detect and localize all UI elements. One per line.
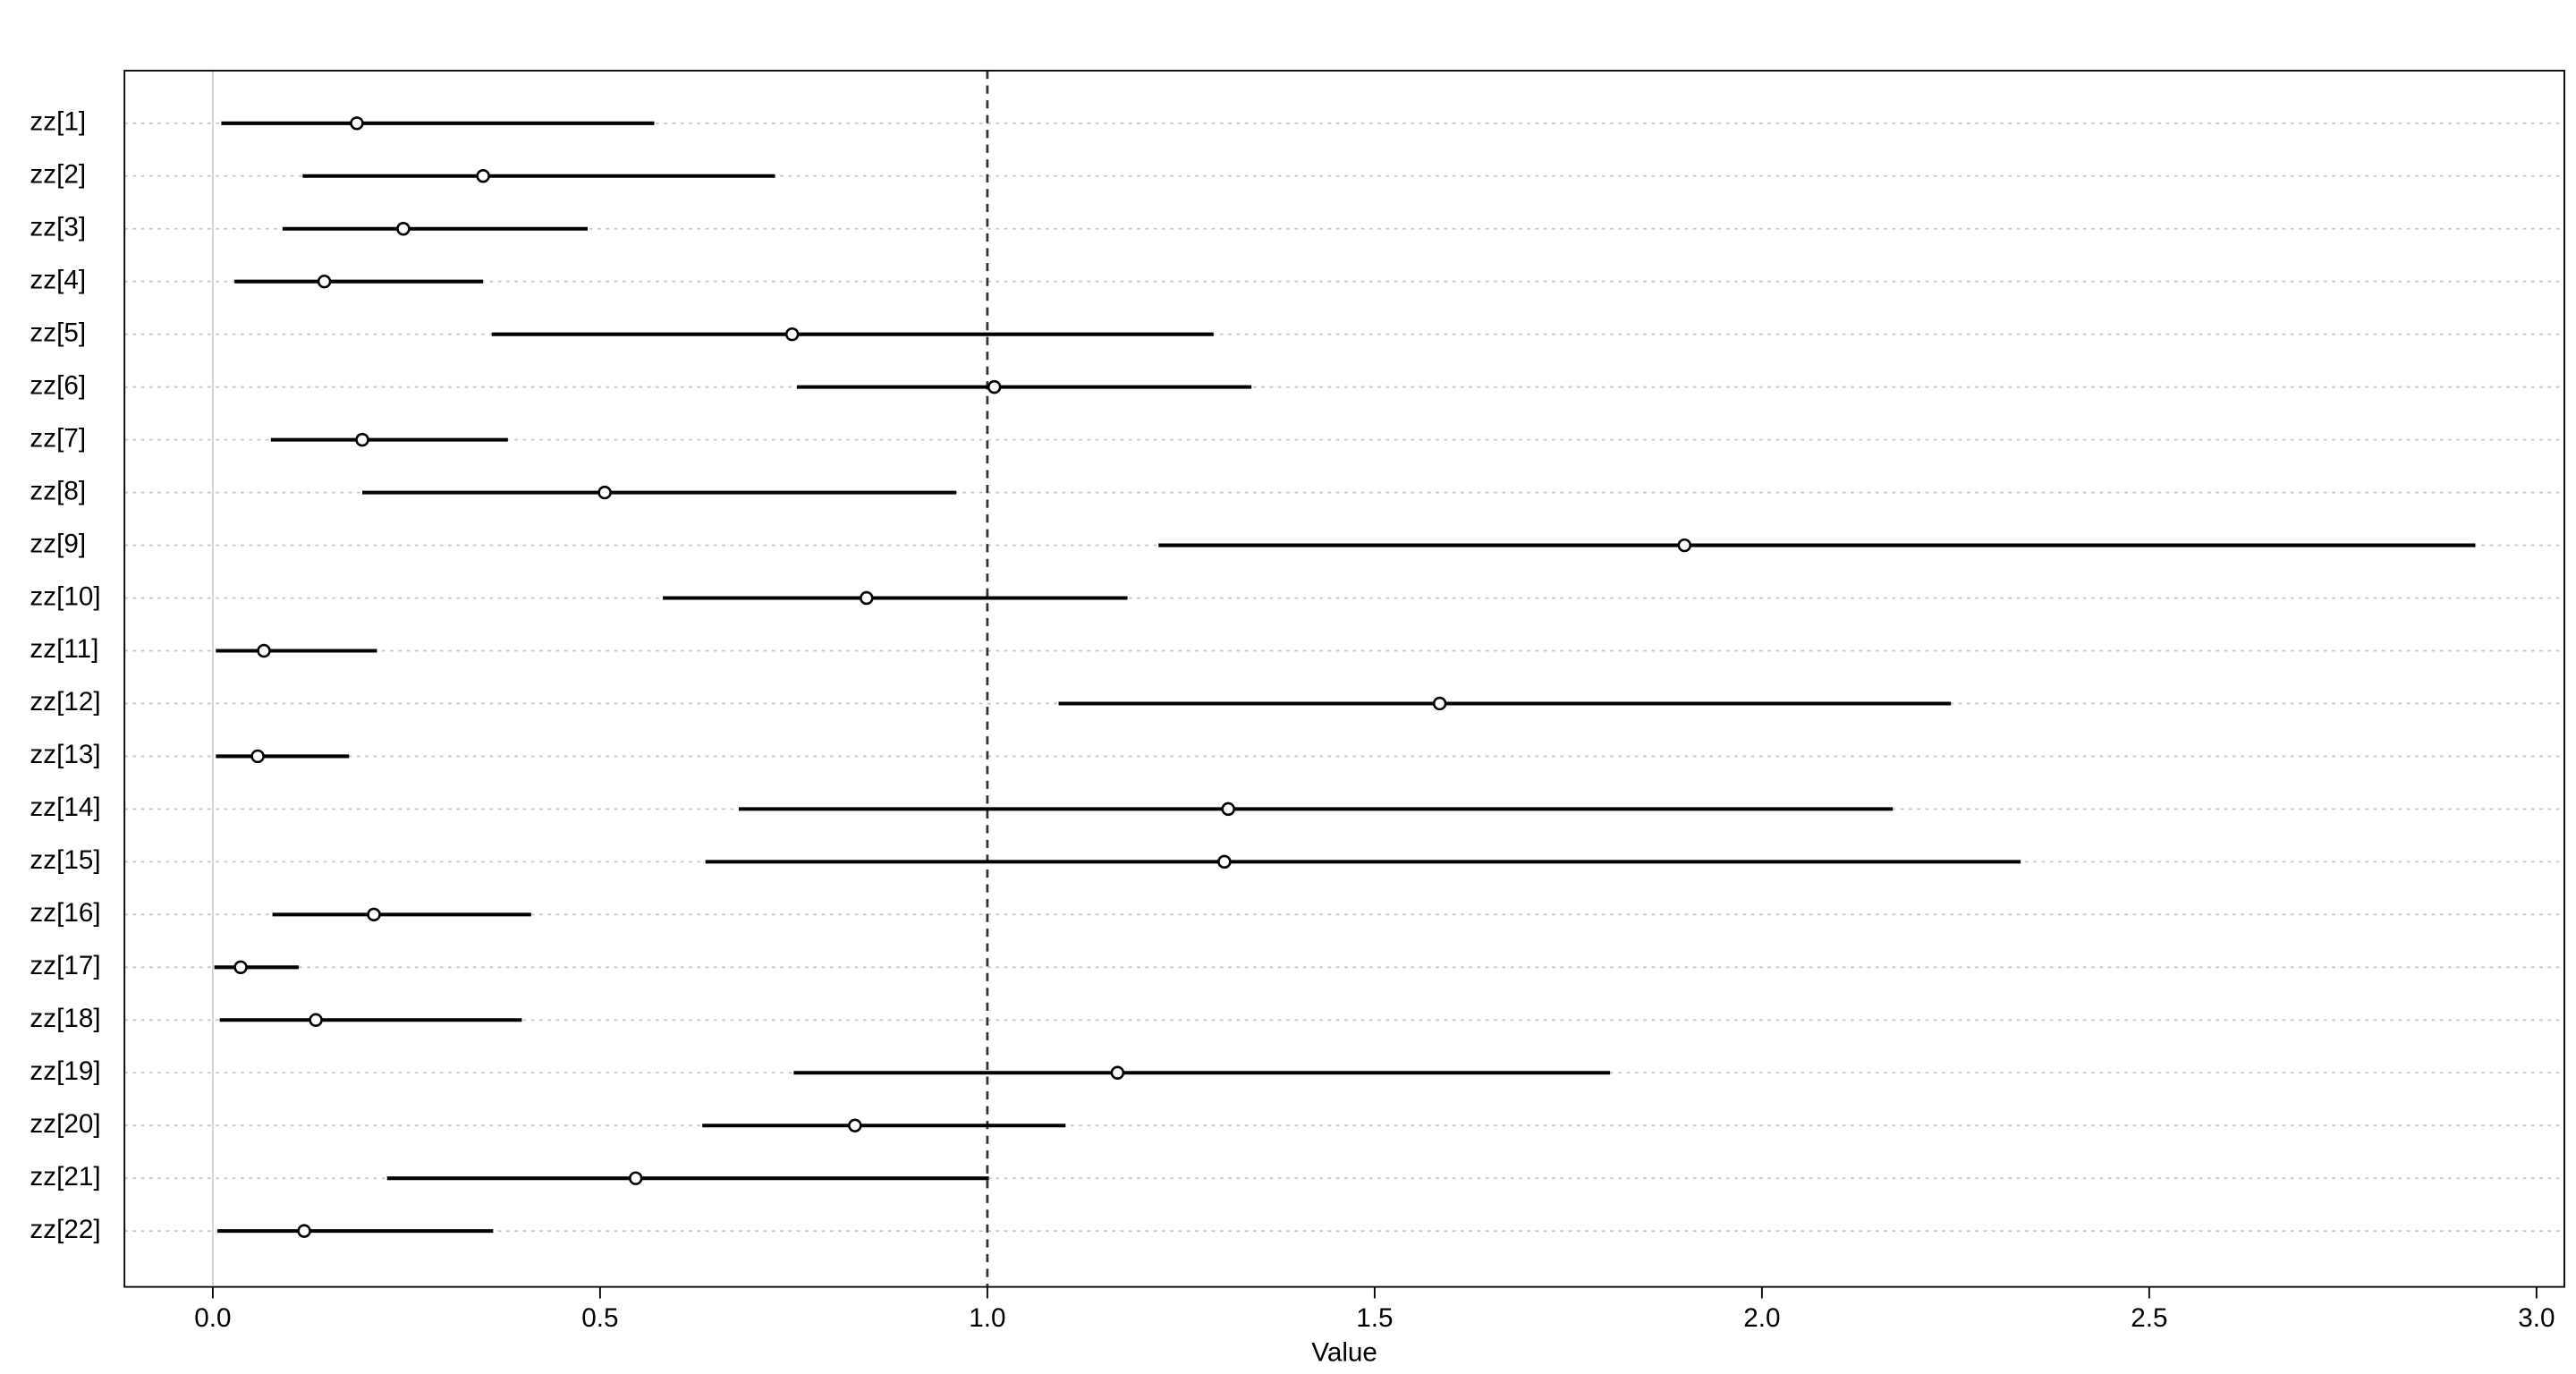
y-tick-label: zz[5] [30, 318, 86, 348]
point [1677, 538, 1692, 553]
y-tick-label: zz[6] [30, 371, 86, 401]
y-tick-label: zz[21] [30, 1162, 100, 1192]
x-tick-label: 0.0 [194, 1303, 231, 1333]
y-tick-label: zz[7] [30, 424, 86, 454]
point [628, 1171, 643, 1185]
x-tick-label: 1.5 [1356, 1303, 1393, 1333]
point [1221, 802, 1235, 817]
y-tick-label: zz[10] [30, 581, 100, 611]
point [597, 485, 612, 500]
y-tick-label: zz[17] [30, 951, 100, 980]
y-tick-label: zz[15] [30, 845, 100, 875]
y-tick-label: zz[4] [30, 266, 86, 295]
point [250, 749, 265, 764]
point [233, 960, 248, 975]
point [847, 1118, 862, 1132]
point [257, 643, 271, 658]
y-tick-label: zz[1] [30, 107, 86, 137]
x-tick-label: 2.5 [2131, 1303, 2167, 1333]
point [784, 327, 800, 342]
y-tick-label: zz[3] [30, 213, 86, 242]
point [1217, 854, 1232, 869]
x-tick-label: 2.0 [1743, 1303, 1780, 1333]
x-tick-label: 0.5 [581, 1303, 618, 1333]
y-tick-label: zz[9] [30, 529, 86, 558]
x-tick-label: 1.0 [969, 1303, 1005, 1333]
y-tick-label: zz[2] [30, 160, 86, 190]
x-axis-label: Value [1311, 1338, 1377, 1368]
y-tick-label: zz[19] [30, 1056, 100, 1086]
point [1432, 696, 1447, 711]
y-tick-label: zz[16] [30, 898, 100, 928]
point [476, 169, 490, 183]
point [396, 222, 411, 236]
y-tick-label: zz[11] [30, 634, 98, 664]
point [350, 116, 364, 131]
point [309, 1013, 323, 1027]
y-tick-label: zz[18] [30, 1004, 100, 1033]
point [297, 1224, 311, 1238]
point [317, 274, 332, 289]
point [355, 432, 369, 447]
y-tick-label: zz[13] [30, 740, 100, 769]
y-tick-label: zz[8] [30, 476, 86, 505]
point [859, 590, 874, 606]
y-tick-label: zz[14] [30, 793, 100, 822]
y-tick-label: zz[20] [30, 1109, 100, 1139]
y-tick-label: zz[12] [30, 687, 100, 717]
point [1110, 1065, 1125, 1080]
point [987, 379, 1002, 394]
plot-frame [123, 70, 2565, 1288]
point [367, 907, 381, 922]
x-tick-label: 3.0 [2518, 1303, 2555, 1333]
y-tick-label: zz[22] [30, 1215, 100, 1244]
